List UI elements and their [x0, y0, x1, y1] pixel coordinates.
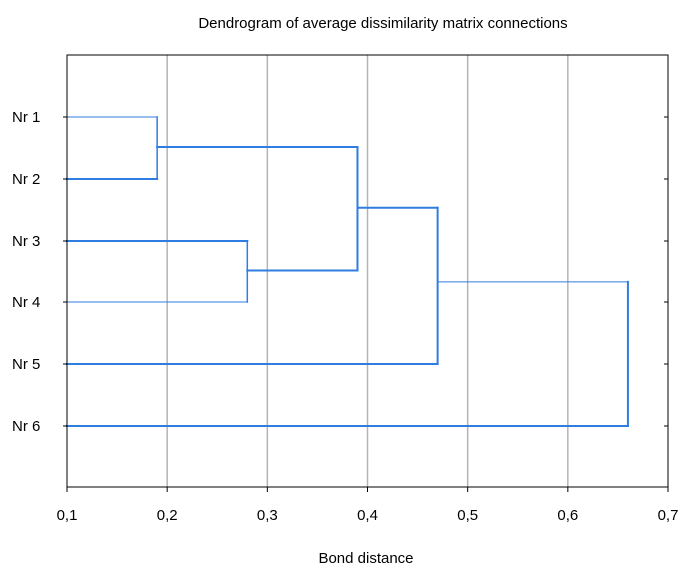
leaf-label: Nr 5 — [12, 356, 40, 373]
grid-lines — [166, 55, 569, 487]
x-tick-label: 0,1 — [57, 507, 78, 524]
x-tick-label: 0,2 — [157, 507, 178, 524]
x-tick-label: 0,7 — [658, 507, 679, 524]
y-tick-marks — [63, 116, 668, 427]
x-tick-label: 0,5 — [457, 507, 478, 524]
leaf-label: Nr 1 — [12, 109, 40, 126]
leaf-label: Nr 6 — [12, 418, 40, 435]
leaf-label: Nr 3 — [12, 233, 40, 250]
x-tick-labels: 0,1 0,2 0,3 0,4 0,5 0,6 0,7 — [57, 507, 679, 524]
leaf-label: Nr 2 — [12, 171, 40, 188]
x-axis-label: Bond distance — [318, 550, 413, 567]
dendrogram-links — [66, 116, 629, 427]
leaf-labels: Nr 1 Nr 2 Nr 3 Nr 4 Nr 5 Nr 6 — [12, 109, 40, 435]
x-tick-label: 0,6 — [557, 507, 578, 524]
x-tick-marks — [66, 487, 669, 492]
x-tick-label: 0,3 — [257, 507, 278, 524]
chart-title: Dendrogram of average dissimilarity matr… — [198, 15, 567, 32]
x-tick-label: 0,4 — [357, 507, 378, 524]
leaf-label: Nr 4 — [12, 294, 40, 311]
